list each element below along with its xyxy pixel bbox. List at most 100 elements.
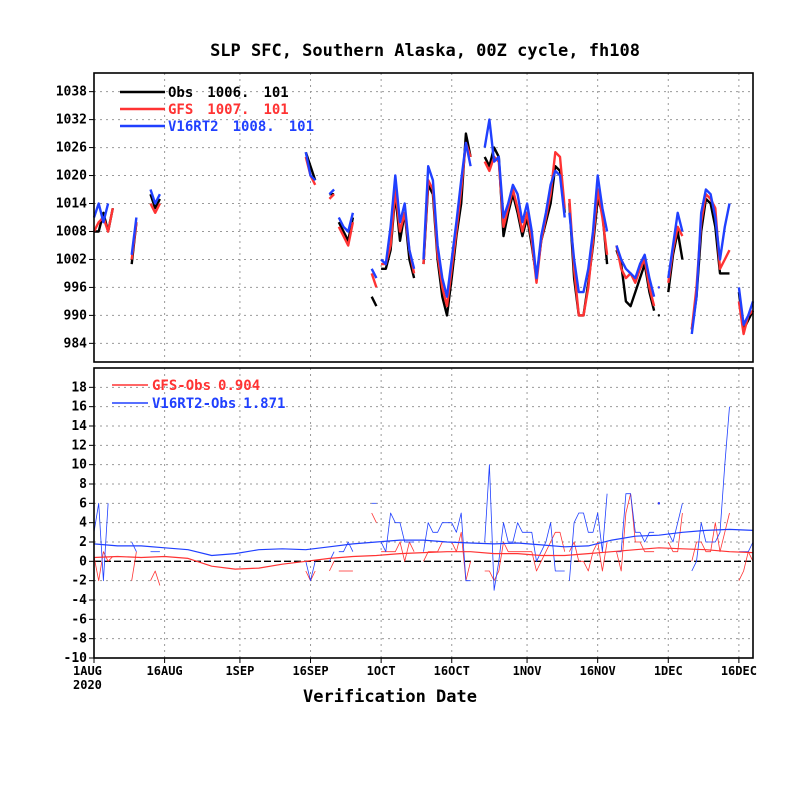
series-gfs-diff-line [371,512,377,523]
legend-name: V16RT2 [168,119,219,135]
legend-stat: 1007. [207,102,249,118]
legend-name: Obs [168,85,193,101]
series-gfs-diff-line [738,551,754,581]
series-gfs-diff-line [329,561,335,572]
y-tick-label: -2 [71,574,87,589]
y-tick-label: -6 [71,612,87,627]
legend-entry: GFS 1007. 101 [168,102,289,118]
series-v16-line [615,245,656,297]
series-v16-diff-line [423,512,471,582]
series-obs-point [657,314,661,317]
series-v16-diff-line [667,503,683,543]
series-v16-diff-line [738,541,754,553]
series-v16-line [304,151,317,182]
legend-stat: 0.904 [218,378,260,394]
series-v16-diff-line [305,561,316,582]
legend-entry: Obs 1006. 101 [168,85,289,101]
legend-entry: V16RT2-Obs 1.871 [152,396,285,412]
legend-entry: GFS-Obs 0.904 [152,378,260,394]
x-tick-label: 16NOV [580,664,616,678]
y-tick-label: -4 [71,593,87,608]
y-tick-label: 16 [71,400,87,415]
legend-entry: V16RT2 1008. 101 [168,119,314,135]
series-v16-line [92,202,110,224]
series-v16-line [337,212,355,233]
y-tick-label: 1032 [56,113,87,128]
lower-panel: -10 -8 -6 -4 -2 0 2 4 6 8 10 12 14 16 18 GFS-Obs 0.904 V1… [64,367,754,666]
x-tick-label: 1SEP [225,664,254,678]
series-gfs-diff-line [569,541,608,572]
series-v16-line [130,217,138,255]
series-gfs-line [370,273,378,288]
x-year-label: 2020 [73,678,102,692]
x-tick-label: 16OCT [434,664,470,678]
series-gfs-line [737,301,754,336]
series-gfs-diff-line [93,551,114,582]
y-tick-label: 8 [79,477,87,492]
y-tick-label: 984 [64,336,88,351]
y-tick-label: -8 [71,632,87,647]
series-v16-mean-line [93,528,754,557]
y-tick-label: 1002 [56,252,87,267]
y-tick-label: 1038 [56,85,87,100]
series-gfs-diff-line [484,531,566,582]
series-v16-line [328,188,335,196]
legend-count: 101 [263,85,288,101]
y-tick-label: 2 [79,535,87,550]
series-gfs-line [337,221,355,247]
y-tick-label: -10 [64,651,88,666]
legend-stat: 1006. [207,85,249,101]
series-v16-diff-line [569,493,608,581]
legend-stat: 1008. [233,119,275,135]
series-v16-line [422,141,472,298]
y-tick-label: 14 [71,419,87,434]
x-tick-label: 1DEC [654,664,683,678]
y-tick-label: 12 [71,438,87,453]
series-gfs-mean-line [93,547,754,570]
series-gfs-diff-line [131,551,137,581]
y-tick-label: 1014 [56,197,87,212]
y-tick-label: 18 [71,380,87,395]
series-v16-diff-line [329,551,335,562]
series-v16-diff-line [93,502,109,582]
x-tick-label: 16DEC [721,664,757,678]
series-v16-line [380,174,416,270]
chart-title: SLP SFC, Southern Alaska, 00Z cycle, fh1… [210,41,640,61]
legend-name: V16RT2-Obs [152,396,236,412]
panel-frame [93,72,754,363]
series-v16-point [657,502,661,505]
series-v16-diff-line [338,541,354,553]
y-tick-label: 1026 [56,141,87,156]
panel-frame [93,367,754,659]
series-v16-diff-line [691,406,730,572]
x-tick-label: 16SEP [292,664,328,678]
upper-panel: 984 990 996 1002 1008 1014 1020 1026 1032 1038 Obs… [56,72,755,363]
x-axis: 1AUG 16AUG 1SEP 16SEP 1OCT 16OCT 1NOV 16NOV 1DEC… [73,658,757,692]
series-v16-line [483,118,566,280]
series-v16-diff-line [131,541,137,552]
y-tick-label: 4 [79,516,87,531]
series-gfs-line [615,245,656,307]
x-tick-label: 1NOV [513,664,542,678]
series-v16-diff-line [484,464,565,591]
series-gfs-diff-line [423,531,471,582]
legend-stat: 1.871 [243,396,285,412]
legend-count: 101 [263,102,288,118]
y-tick-label: 996 [64,280,88,295]
x-tick-label: 1AUG [73,664,102,678]
x-axis-label: Verification Date [303,687,477,707]
y-tick-label: 0 [79,554,87,569]
series-v16-point [657,286,661,289]
series-gfs-line [568,188,609,317]
series-gfs-line [149,202,161,215]
series-v16-diff-line [380,512,415,553]
series-v16-line [667,211,684,279]
series-gfs-line [328,193,335,200]
y-tick-label: 990 [64,308,88,323]
series-gfs-diff-line [691,512,730,562]
series-v16-line [149,189,161,205]
series-v16-line [690,188,731,335]
series-v16-line [370,268,378,279]
y-tick-label: 1020 [56,169,87,184]
